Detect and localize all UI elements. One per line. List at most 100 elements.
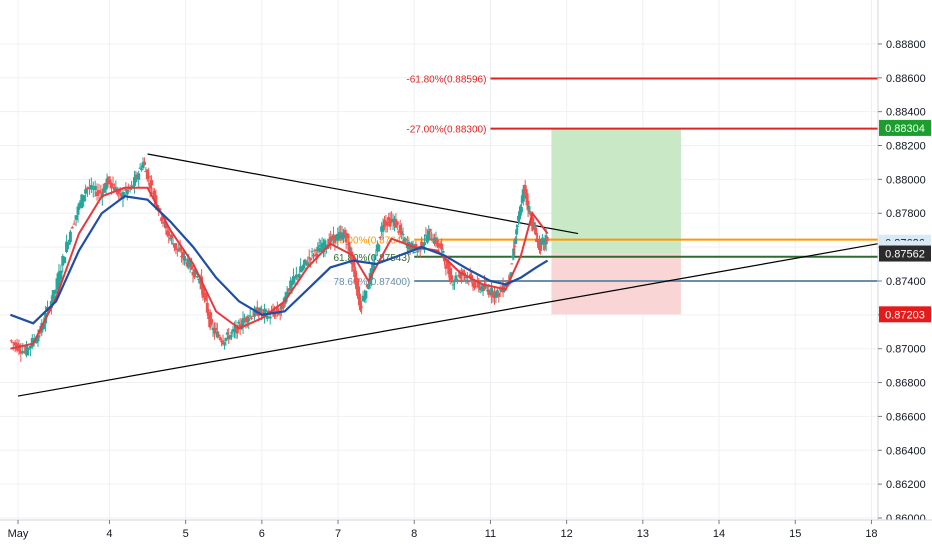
candle-body <box>53 290 57 294</box>
candle-body <box>164 221 168 229</box>
candle-body <box>68 231 72 243</box>
price-tag-bg <box>879 306 931 323</box>
time-tick-label: 4 <box>106 528 112 540</box>
candle-body <box>218 337 222 340</box>
price-axis[interactable]: 0.88800 0.88600 0.88400 0.88200 0.88000 0.878… <box>877 0 932 550</box>
candle-body <box>526 200 530 210</box>
time-tick-label: 18 <box>865 528 877 540</box>
candle-body <box>487 289 491 295</box>
time-tick-label: 11 <box>485 528 496 540</box>
candle-body <box>323 240 327 250</box>
candle-body <box>395 221 399 225</box>
candle-body <box>205 302 209 313</box>
candle-body <box>97 190 101 194</box>
candle-body <box>355 277 359 290</box>
candle-body <box>134 174 138 183</box>
time-axis[interactable]: May 4 5 6 7 8 11 12 13 14 15 18 <box>0 519 932 550</box>
candle-body <box>128 188 132 190</box>
candle-body <box>36 335 40 342</box>
candle-body <box>111 184 115 186</box>
candle-body <box>512 248 516 256</box>
long-position-box[interactable] <box>551 127 681 315</box>
candle-body <box>247 318 251 322</box>
stop-zone[interactable] <box>551 253 681 315</box>
time-axis-bg <box>0 520 932 550</box>
candle-body <box>260 312 264 314</box>
candle-body <box>178 247 182 251</box>
candle-body <box>65 241 69 253</box>
price-tick-label: 0.88200 <box>886 141 926 153</box>
candle-body <box>306 262 310 266</box>
candle-body <box>337 232 341 239</box>
candle-body <box>353 269 357 278</box>
candle-body <box>297 274 301 278</box>
price-tick-label: 0.87400 <box>886 276 926 288</box>
candle-body <box>314 253 318 257</box>
candle-body <box>374 255 378 257</box>
candle-body <box>440 243 444 250</box>
candle-body <box>174 243 178 250</box>
candle-body <box>307 257 311 259</box>
trendline[interactable] <box>147 153 579 235</box>
candle-body <box>72 223 76 225</box>
price-tick-label: 0.88600 <box>886 73 926 85</box>
candle-body <box>517 211 521 220</box>
candle-body <box>310 251 314 253</box>
candle-body <box>108 179 112 185</box>
candle-body <box>23 351 27 353</box>
profit-zone[interactable] <box>551 127 681 254</box>
candle-body <box>93 186 97 190</box>
candle-body <box>124 188 128 191</box>
candle-body <box>412 251 416 253</box>
candle-body <box>125 190 129 195</box>
candle-body <box>221 340 225 345</box>
price-tick-label: 0.88800 <box>886 39 926 51</box>
candle-body <box>51 290 55 303</box>
candle-body <box>80 194 84 209</box>
candle-body <box>211 327 215 330</box>
candle-body <box>181 251 185 259</box>
candle-body <box>364 291 368 299</box>
candle-body <box>131 185 135 187</box>
candle-body <box>161 221 165 224</box>
trendline[interactable] <box>17 243 879 397</box>
candle-body <box>74 215 78 220</box>
price-tag-bg <box>879 245 931 262</box>
candle-body <box>381 224 385 232</box>
candle-body <box>19 350 23 354</box>
candle-body <box>147 175 151 178</box>
candle-body <box>513 245 517 247</box>
candle-body <box>303 259 307 265</box>
candle-body <box>327 238 331 247</box>
candle-body <box>95 191 99 196</box>
candle-body <box>228 335 232 339</box>
candle-body <box>378 236 382 239</box>
price-tick-label: 0.87000 <box>886 344 926 356</box>
candle-body <box>275 308 279 314</box>
price-tick-label: 0.86800 <box>886 378 926 390</box>
candle-body <box>250 317 254 319</box>
candle-body <box>264 309 268 312</box>
candle-body <box>167 231 171 236</box>
time-tick-label: 5 <box>183 528 189 540</box>
candle-body <box>106 179 110 185</box>
candle-body <box>225 332 229 335</box>
candle-body <box>529 213 533 216</box>
candle-body <box>237 321 241 324</box>
price-tick-label: 0.87800 <box>886 208 926 220</box>
candle-body <box>360 306 364 308</box>
price-tag-label: 0.88304 <box>885 123 925 135</box>
ema_slow-line <box>10 195 549 325</box>
fib-label: 50.00%(0.87644) <box>334 236 411 247</box>
candle-body <box>214 327 218 331</box>
candle-body <box>357 286 361 299</box>
candle-body <box>313 249 317 252</box>
candle-body <box>498 289 502 291</box>
candle-body <box>454 275 458 280</box>
price-tag-label: 0.87562 <box>885 249 925 261</box>
trendlines[interactable] <box>17 153 879 397</box>
candle-body <box>91 188 95 190</box>
candle-body <box>300 267 304 272</box>
candle-body <box>86 187 90 190</box>
